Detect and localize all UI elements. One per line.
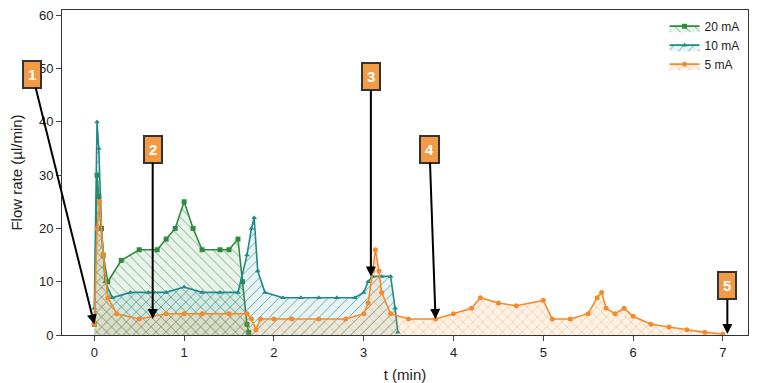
svg-text:10: 10 (39, 274, 53, 289)
svg-text:20: 20 (39, 221, 53, 236)
svg-text:1: 1 (28, 66, 36, 83)
svg-text:6: 6 (629, 345, 636, 360)
svg-text:10 mA: 10 mA (705, 39, 740, 53)
svg-text:2: 2 (149, 141, 157, 158)
svg-text:0: 0 (46, 328, 53, 343)
svg-text:50: 50 (39, 61, 53, 76)
svg-text:4: 4 (450, 345, 457, 360)
svg-text:1: 1 (181, 345, 188, 360)
svg-text:60: 60 (39, 8, 53, 23)
svg-text:Flow rate (µl/min): Flow rate (µl/min) (8, 114, 25, 230)
svg-text:7: 7 (719, 345, 726, 360)
svg-text:40: 40 (39, 114, 53, 129)
svg-text:5: 5 (540, 345, 547, 360)
svg-text:3: 3 (360, 345, 367, 360)
svg-text:2: 2 (270, 345, 277, 360)
svg-text:0: 0 (91, 345, 98, 360)
svg-text:20 mA: 20 mA (705, 20, 740, 34)
svg-text:3: 3 (367, 68, 375, 85)
svg-text:t (min): t (min) (384, 366, 427, 383)
svg-text:30: 30 (39, 168, 53, 183)
svg-text:4: 4 (425, 141, 434, 158)
svg-text:5 mA: 5 mA (705, 58, 733, 72)
svg-text:5: 5 (723, 277, 731, 294)
